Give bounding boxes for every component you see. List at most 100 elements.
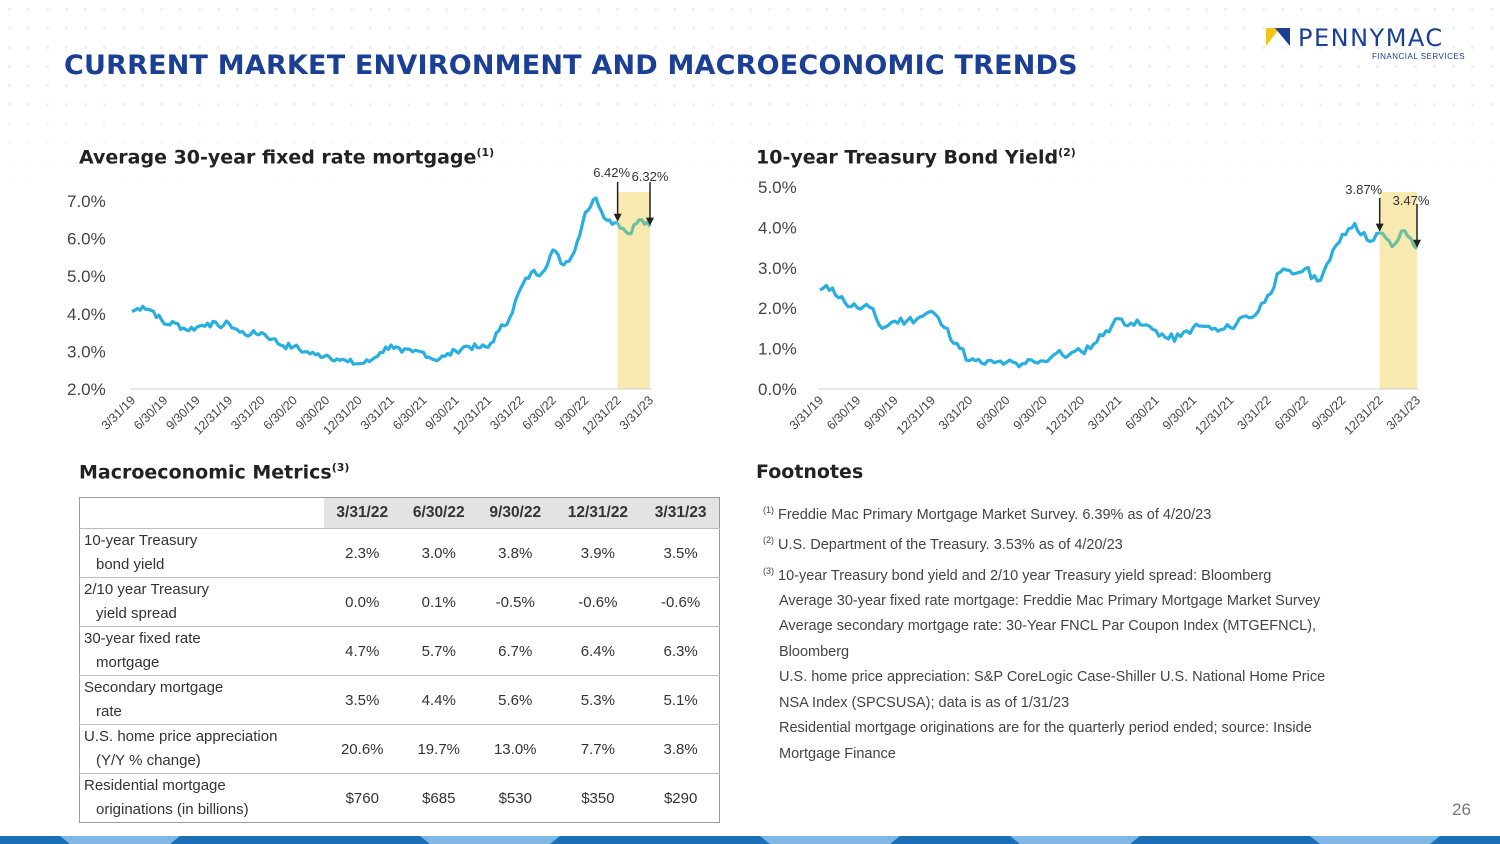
annotation-arrowhead xyxy=(613,213,622,222)
bottom-decor-bar xyxy=(0,836,1500,844)
x-tick-label: 12/31/22 xyxy=(1341,393,1385,437)
table-cell: $290 xyxy=(642,773,720,823)
page-number: 26 xyxy=(1452,800,1471,819)
column-header: 3/31/22 xyxy=(324,497,401,529)
column-header: 3/31/23 xyxy=(642,497,720,529)
footnote-item: (3) 10-year Treasury bond yield and 2/10 … xyxy=(763,565,1272,584)
x-tick-label: 3/31/20 xyxy=(228,393,267,432)
y-tick-label: 4.0% xyxy=(67,305,106,324)
table-row: 30-year fixed rate mortgage 4.7% 5.7% 6.7… xyxy=(79,626,720,676)
x-tick-label: 3/31/21 xyxy=(1085,393,1124,432)
table-cell: 0.0% xyxy=(324,577,401,627)
logo-subtext: FINANCIAL SERVICES xyxy=(1372,52,1466,61)
table-cell: 3.9% xyxy=(553,528,643,578)
table-cell: 4.7% xyxy=(324,626,401,676)
y-tick-label: 2.0% xyxy=(758,299,797,318)
annotation-arrowhead xyxy=(1375,223,1384,232)
mortgage-rate-chart: 7.0%6.0%5.0%4.0%3.0%2.0%3/31/196/30/199/… xyxy=(67,165,669,438)
x-tick-label: 6/30/21 xyxy=(390,393,429,432)
table-cell: 6.7% xyxy=(477,626,554,676)
series-line xyxy=(819,221,1381,369)
annotation-label: 3.47% xyxy=(1393,193,1430,208)
table-cell: -0.6% xyxy=(642,577,720,627)
annotation-label: 6.32% xyxy=(632,169,669,184)
table-cell: 3.0% xyxy=(400,528,477,578)
row-label: Residential mortgage originations (in bil… xyxy=(79,773,324,823)
y-tick-label: 6.0% xyxy=(67,230,106,249)
macro-metrics-title: Macroeconomic Metrics(3) xyxy=(79,461,350,484)
annotation-arrowhead xyxy=(646,217,654,226)
y-tick-label: 5.0% xyxy=(67,267,106,286)
x-tick-label: 3/31/22 xyxy=(1234,393,1273,432)
column-header: 12/31/22 xyxy=(553,497,643,529)
table-cell: 6.4% xyxy=(553,626,643,676)
x-tick-label: 3/31/23 xyxy=(617,393,656,432)
column-header: 9/30/22 xyxy=(477,497,554,529)
macro-metrics-table: 3/31/22 6/30/22 9/30/22 12/31/22 3/31/23… xyxy=(79,497,720,823)
x-tick-label: 3/31/20 xyxy=(936,393,975,432)
x-tick-label: 12/31/20 xyxy=(1043,393,1087,437)
table-row: 10-year Treasury bond yield 2.3% 3.0% 3.8… xyxy=(79,528,720,578)
table-cell: 0.1% xyxy=(400,577,477,627)
table-cell: 2.3% xyxy=(324,528,401,578)
table-cell: 3.5% xyxy=(642,528,720,578)
series-line-highlight xyxy=(1379,229,1419,250)
table-cell: 3.5% xyxy=(324,675,401,725)
y-tick-label: 3.0% xyxy=(758,259,797,278)
page-title: CURRENT MARKET ENVIRONMENT AND MACROECON… xyxy=(64,50,1078,81)
footnote-line: Residential mortgage originations are fo… xyxy=(779,720,1312,737)
x-tick-label: 6/30/22 xyxy=(520,393,559,432)
row-label: 10-year Treasury bond yield xyxy=(79,528,324,578)
y-tick-label: 5.0% xyxy=(758,178,797,197)
footnotes-title: Footnotes xyxy=(756,461,864,483)
x-tick-label: 6/30/22 xyxy=(1272,393,1311,432)
table-cell: 5.7% xyxy=(400,626,477,676)
x-tick-label: 6/30/20 xyxy=(261,393,300,432)
table-cell: $530 xyxy=(477,773,554,823)
footnote-line: Average secondary mortgage rate: 30-Year… xyxy=(779,618,1317,635)
row-label: Secondary mortgage rate xyxy=(79,675,324,725)
x-tick-label: 3/31/23 xyxy=(1384,393,1423,432)
table-cell: 7.7% xyxy=(553,724,643,774)
footnotes-list: (1) Freddie Mac Primary Mortgage Market S… xyxy=(763,498,1403,767)
table-row: U.S. home price appreciation (Y/Y % chang… xyxy=(79,724,720,774)
annotation-label: 6.42% xyxy=(593,165,630,180)
right-chart-title: 10-year Treasury Bond Yield(2) xyxy=(756,146,1076,169)
highlight-band xyxy=(1379,192,1417,389)
table-cell: -0.6% xyxy=(553,577,643,627)
x-tick-label: 6/30/19 xyxy=(131,393,170,432)
table-cell: 3.8% xyxy=(477,528,554,578)
x-tick-label: 3/31/22 xyxy=(487,393,526,432)
y-tick-label: 2.0% xyxy=(67,380,106,399)
x-tick-label: 12/31/19 xyxy=(894,393,938,437)
y-tick-label: 3.0% xyxy=(67,342,106,361)
table-cell: 5.6% xyxy=(477,675,554,725)
x-tick-label: 12/31/21 xyxy=(1192,393,1236,437)
annotation-label: 3.87% xyxy=(1345,182,1382,197)
table-cell: 3.8% xyxy=(642,724,720,774)
y-tick-label: 7.0% xyxy=(67,192,106,211)
x-tick-label: 3/31/19 xyxy=(787,393,826,432)
highlight-band xyxy=(617,192,650,389)
x-tick-label: 6/30/20 xyxy=(973,393,1012,432)
footnote-line: Mortgage Finance xyxy=(779,745,896,762)
row-label: 30-year fixed rate mortgage xyxy=(79,626,324,676)
left-chart-title: Average 30-year fixed rate mortgage(1) xyxy=(79,146,495,169)
footnote-line: NSA Index (SPCSUSA); data is as of 1/31/… xyxy=(779,694,1070,711)
table-row: 2/10 year Treasury yield spread 0.0% 0.1%… xyxy=(79,577,720,627)
footnote-line: Average 30-year fixed rate mortgage: Fre… xyxy=(779,592,1321,609)
treasury-yield-chart: 5.0%4.0%3.0%2.0%1.0%0.0%3/31/196/30/199/… xyxy=(758,178,1430,438)
table-cell: $350 xyxy=(553,773,643,823)
table-cell: 5.3% xyxy=(553,675,643,725)
series-line xyxy=(131,196,618,366)
table-cell: 13.0% xyxy=(477,724,554,774)
table-cell: 20.6% xyxy=(324,724,401,774)
x-tick-label: 3/31/19 xyxy=(99,393,138,432)
row-label: 2/10 year Treasury yield spread xyxy=(79,577,324,627)
series-line-highlight xyxy=(616,218,652,236)
table-cell: 6.3% xyxy=(642,626,720,676)
table-cell: 4.4% xyxy=(400,675,477,725)
row-label: U.S. home price appreciation (Y/Y % chang… xyxy=(79,724,324,774)
table-cell: -0.5% xyxy=(477,577,554,627)
table-row: Secondary mortgage rate 3.5% 4.4% 5.6% 5.… xyxy=(79,675,720,725)
